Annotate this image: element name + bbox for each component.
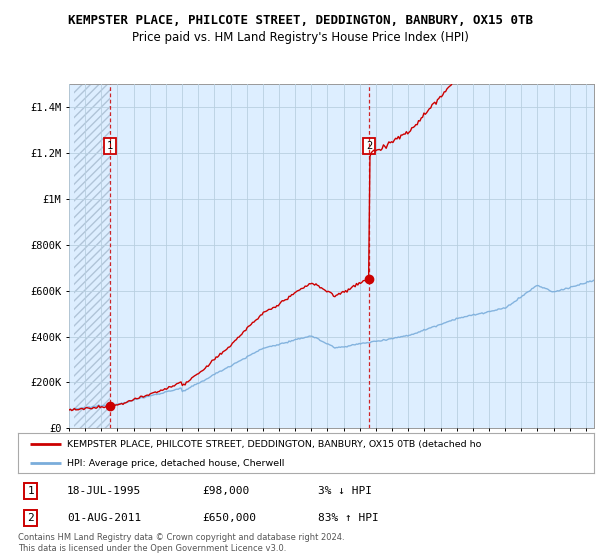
Text: Price paid vs. HM Land Registry's House Price Index (HPI): Price paid vs. HM Land Registry's House … xyxy=(131,31,469,44)
Text: 01-AUG-2011: 01-AUG-2011 xyxy=(67,513,141,522)
Text: KEMPSTER PLACE, PHILCOTE STREET, DEDDINGTON, BANBURY, OX15 0TB (detached ho: KEMPSTER PLACE, PHILCOTE STREET, DEDDING… xyxy=(67,440,481,449)
Text: KEMPSTER PLACE, PHILCOTE STREET, DEDDINGTON, BANBURY, OX15 0TB: KEMPSTER PLACE, PHILCOTE STREET, DEDDING… xyxy=(67,14,533,27)
Text: 2: 2 xyxy=(366,141,372,151)
Text: 1: 1 xyxy=(107,141,113,151)
Text: £98,000: £98,000 xyxy=(202,486,250,496)
Bar xyxy=(74,84,110,428)
Text: £650,000: £650,000 xyxy=(202,513,256,522)
Text: 2: 2 xyxy=(27,513,34,522)
Text: 3% ↓ HPI: 3% ↓ HPI xyxy=(317,486,371,496)
Text: Contains HM Land Registry data © Crown copyright and database right 2024.
This d: Contains HM Land Registry data © Crown c… xyxy=(18,533,344,553)
Text: HPI: Average price, detached house, Cherwell: HPI: Average price, detached house, Cher… xyxy=(67,459,284,468)
Bar xyxy=(74,84,110,428)
Text: 1: 1 xyxy=(27,486,34,496)
Text: 18-JUL-1995: 18-JUL-1995 xyxy=(67,486,141,496)
Text: 83% ↑ HPI: 83% ↑ HPI xyxy=(317,513,378,522)
